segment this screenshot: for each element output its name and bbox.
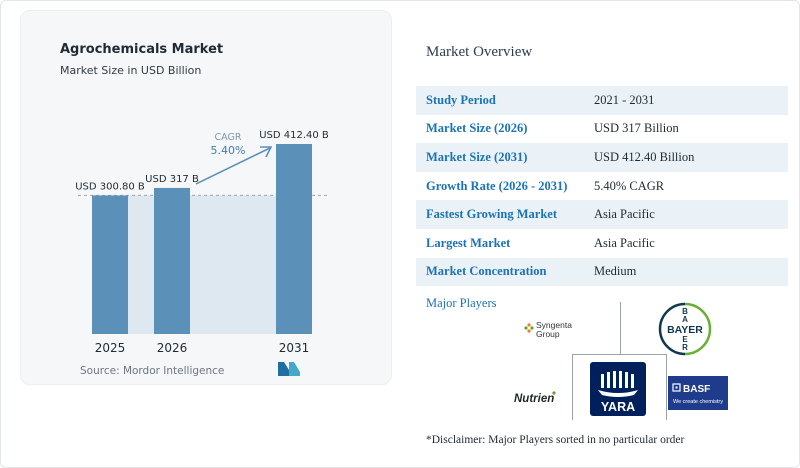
row-value: USD 412.40 Billion (584, 143, 788, 172)
mordor-logo-icon (278, 362, 300, 376)
bayer-text: BAYER (667, 324, 703, 336)
yara-logo: YARA (590, 362, 646, 416)
row-value: 5.40% CAGR (584, 171, 788, 201)
players-divider (620, 302, 621, 354)
overview-row: Market Concentration Medium (416, 257, 788, 287)
cagr-label: CAGR (215, 132, 242, 143)
syngenta-text-1: Syngenta (536, 320, 572, 330)
syngenta-mark-icon (524, 323, 534, 333)
row-label: Growth Rate (2026 - 2031) (416, 171, 584, 201)
bar (92, 195, 128, 334)
bar (154, 187, 190, 334)
row-label: Study Period (416, 86, 584, 115)
data-label: USD 300.80 B (75, 181, 145, 192)
row-value: Asia Pacific (584, 200, 788, 229)
bayer-logo: BAYER B A E R (658, 302, 712, 356)
overview-row: Fastest Growing Market Asia Pacific (416, 200, 788, 229)
row-label: Market Size (2026) (416, 114, 584, 144)
basf-tagline: We create chemistry (673, 399, 723, 405)
chart-band (128, 195, 276, 334)
overview-row: Market Size (2031) USD 412.40 Billion (416, 143, 788, 172)
data-label: USD 412.40 B (259, 130, 329, 141)
cagr-arrow (195, 147, 271, 185)
syngenta-text-2: Group (536, 329, 560, 339)
svg-text:E: E (682, 335, 688, 344)
basf-logo: BASF We create chemistry (668, 376, 728, 410)
row-value: Medium (584, 257, 788, 287)
svg-text:R: R (682, 343, 688, 352)
chart-subtitle: Market Size in USD Billion (60, 64, 202, 77)
nutrien-text: Nutrien (514, 393, 554, 405)
overview-row: Largest Market Asia Pacific (416, 228, 788, 258)
chart-title: Agrochemicals Market (60, 42, 224, 57)
overview-row: Market Size (2026) USD 317 Billion (416, 114, 788, 144)
yara-text: YARA (601, 400, 635, 414)
bar (276, 144, 312, 334)
row-label: Market Size (2031) (416, 143, 584, 172)
svg-text:B: B (682, 307, 688, 316)
major-players-label: Major Players (426, 296, 497, 310)
bayer-vertical-letters-icon: B A E R (682, 307, 688, 352)
svg-text:A: A (682, 315, 688, 324)
disclaimer-text: *Disclaimer: Major Players sorted in no … (426, 434, 685, 446)
syngenta-logo: Syngenta Group (524, 320, 572, 339)
cagr-value: 5.40% (211, 144, 246, 157)
nutrien-dot-icon (552, 391, 556, 395)
players-divider (572, 354, 573, 420)
nutrien-logo: Nutrien (514, 391, 556, 405)
row-label: Market Concentration (416, 257, 584, 287)
source-text: Source: Mordor Intelligence (80, 365, 225, 377)
x-tick-label: 2031 (279, 341, 310, 355)
row-label: Fastest Growing Market (416, 200, 584, 229)
yara-ship-icon (598, 371, 638, 397)
row-value: USD 317 Billion (584, 114, 788, 144)
cagr-arrowhead-icon (260, 146, 273, 158)
overview-row: Study Period 2021 - 2031 (416, 86, 788, 115)
overview-table: Study Period 2021 - 2031 Market Size (20… (416, 86, 788, 287)
players-divider (666, 354, 667, 420)
basf-text: BASF (683, 384, 710, 395)
players-divider (572, 354, 666, 355)
overview-row: Growth Rate (2026 - 2031) 5.40% CAGR (416, 171, 788, 201)
x-tick-label: 2026 (157, 341, 188, 355)
row-label: Largest Market (416, 228, 584, 258)
row-value: Asia Pacific (584, 228, 788, 258)
basf-mark-icon (672, 383, 681, 392)
overview-title: Market Overview (426, 44, 533, 60)
row-value: 2021 - 2031 (584, 86, 788, 115)
data-label: USD 317 B (145, 174, 199, 185)
x-tick-label: 2025 (95, 341, 126, 355)
